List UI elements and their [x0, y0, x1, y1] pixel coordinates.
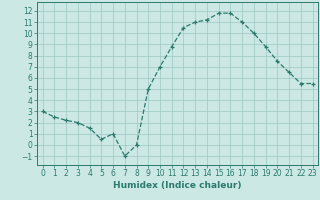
X-axis label: Humidex (Indice chaleur): Humidex (Indice chaleur) — [113, 181, 242, 190]
